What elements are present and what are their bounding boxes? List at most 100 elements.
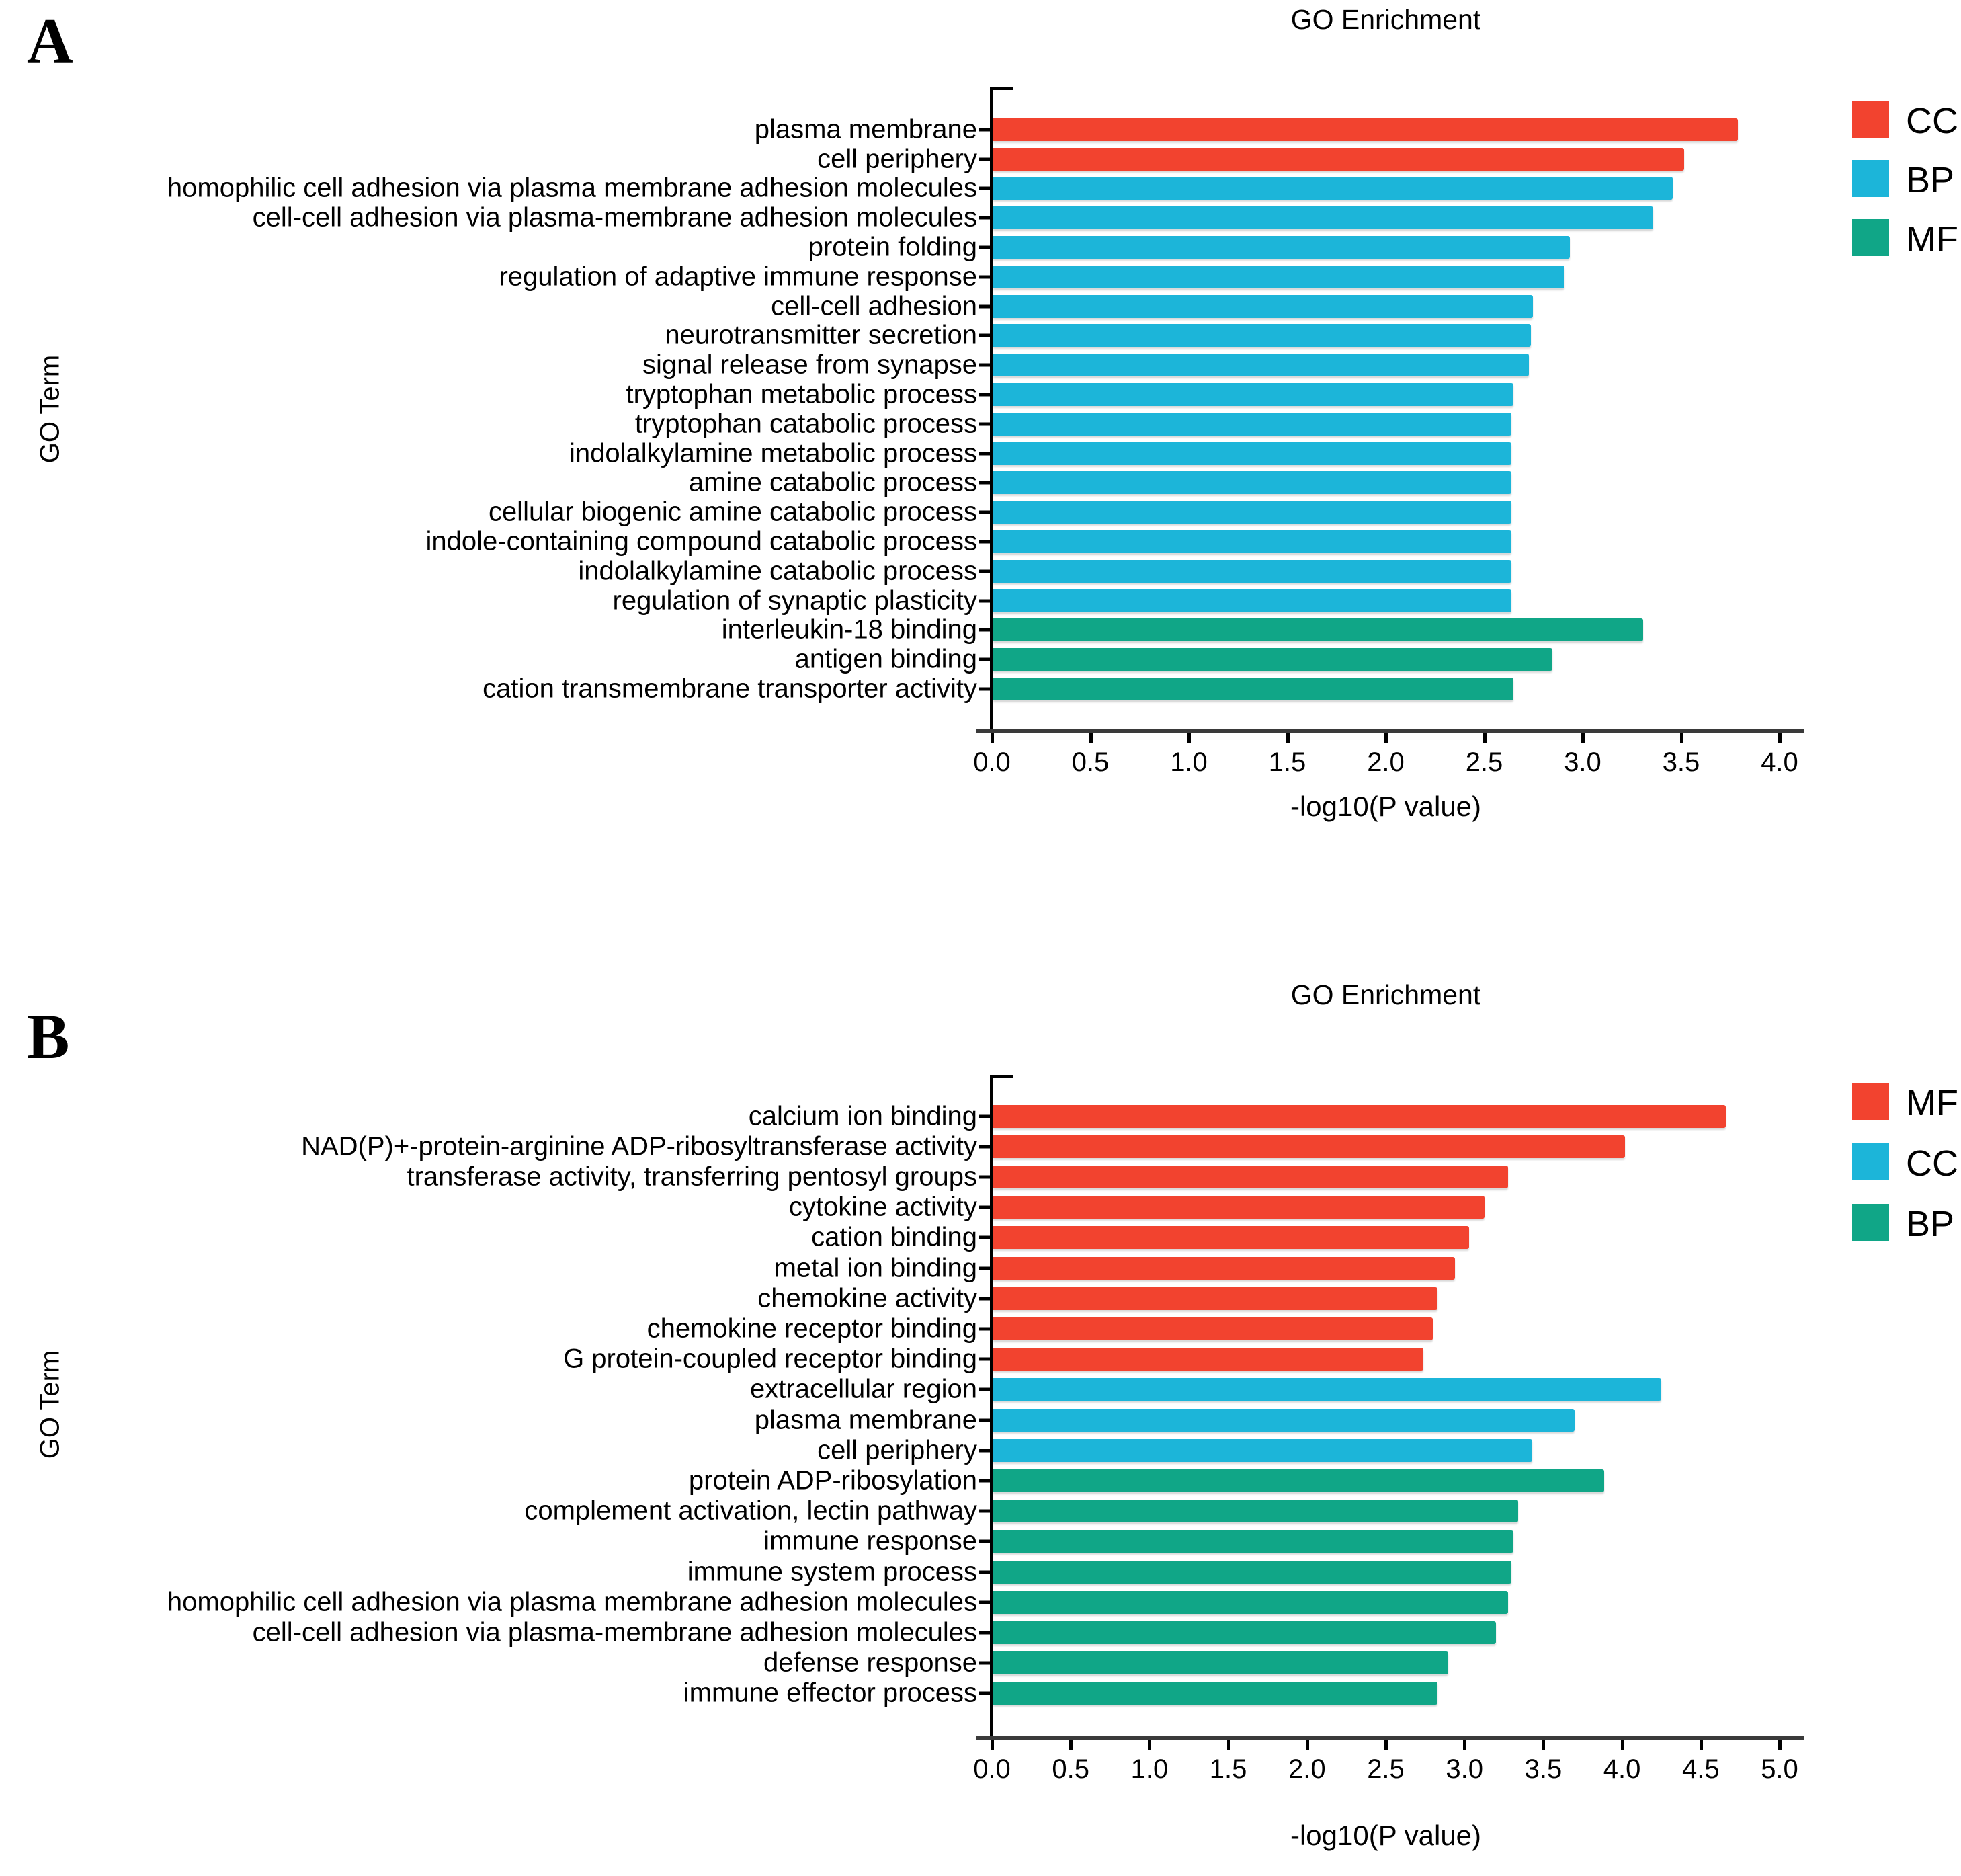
- bar-bp: [993, 412, 1511, 436]
- legend-label: MF: [1906, 219, 1958, 259]
- legend-swatch-mf: [1852, 1083, 1889, 1120]
- bar-row: homophilic cell adhesion via plasma memb…: [0, 1587, 1961, 1617]
- y-axis-top-cap: [990, 1075, 1013, 1078]
- go-term-label: amine catabolic process: [688, 467, 977, 497]
- bar-mf: [993, 1256, 1455, 1280]
- go-term-label: cell-cell adhesion via plasma-membrane a…: [252, 1617, 977, 1647]
- bar-cc: [993, 1378, 1661, 1401]
- x-axis-tick-label: 0.0: [973, 1754, 1011, 1784]
- x-axis-tick: [1620, 1740, 1624, 1750]
- y-axis-tick: [979, 452, 992, 456]
- go-term-label: protein folding: [808, 232, 977, 262]
- bar-row: signal release from synapse: [0, 350, 1961, 380]
- go-term-label: regulation of synaptic plasticity: [612, 585, 978, 616]
- y-axis-tick: [979, 1418, 992, 1422]
- x-axis-tick-label: 0.5: [1071, 747, 1110, 777]
- legend-label: CC: [1906, 1143, 1958, 1184]
- x-axis-tick-label: 2.5: [1465, 747, 1503, 777]
- bar-row: cell periphery: [0, 144, 1961, 174]
- bar-mf: [993, 1317, 1433, 1340]
- x-axis-tick: [1679, 733, 1683, 743]
- bar-bp: [993, 1560, 1511, 1584]
- x-axis-tick: [1089, 733, 1093, 743]
- go-term-label: cation binding: [811, 1222, 977, 1252]
- bar-row: protein folding: [0, 233, 1961, 262]
- y-axis-tick: [979, 1479, 992, 1483]
- go-term-label: tryptophan metabolic process: [626, 379, 978, 409]
- bar-bp: [993, 1682, 1437, 1705]
- x-axis-tick-label: 0.0: [973, 747, 1011, 777]
- go-term-label: calcium ion binding: [748, 1101, 977, 1131]
- go-term-label: chemokine receptor binding: [646, 1313, 977, 1344]
- y-axis-tick: [979, 245, 992, 249]
- go-term-label: indole-containing compound catabolic pro…: [425, 526, 977, 557]
- bar-bp: [993, 324, 1531, 348]
- x-axis-tick: [1286, 733, 1290, 743]
- bar-bp: [993, 559, 1511, 583]
- x-axis-tick-label: 2.0: [1288, 1754, 1326, 1784]
- y-axis-tick: [979, 363, 992, 367]
- y-axis-tick: [979, 304, 992, 309]
- bar-cc: [993, 118, 1738, 141]
- go-term-label: cell-cell adhesion: [771, 291, 977, 321]
- bar-bp: [993, 471, 1511, 495]
- go-term-label: regulation of adaptive immune response: [499, 261, 977, 292]
- bar-cc: [993, 1408, 1575, 1432]
- y-axis-tick: [979, 540, 992, 544]
- go-term-label: antigen binding: [794, 644, 977, 674]
- go-term-label: neurotransmitter secretion: [665, 320, 977, 350]
- bar-row: chemokine activity: [0, 1283, 1961, 1313]
- legend-label: MF: [1906, 1083, 1958, 1123]
- x-axis-tick: [1305, 1740, 1309, 1750]
- legend-item-mf: MF: [1852, 1083, 1961, 1123]
- y-axis-tick: [979, 1539, 992, 1543]
- y-axis-line: [990, 87, 993, 733]
- bar-row: regulation of adaptive immune response: [0, 261, 1961, 292]
- x-axis-tick-label: 1.5: [1268, 747, 1306, 777]
- y-axis-tick: [979, 275, 992, 279]
- bar-row: antigen binding: [0, 645, 1961, 674]
- go-term-label: NAD(P)+-protein-arginine ADP-ribosyltran…: [301, 1131, 977, 1161]
- x-axis-tick-label: 3.0: [1564, 747, 1601, 777]
- y-axis-tick: [979, 1600, 992, 1604]
- bar-row: cell-cell adhesion via plasma-membrane a…: [0, 203, 1961, 233]
- legend-swatch-mf: [1852, 219, 1889, 256]
- legend-swatch-cc: [1852, 101, 1889, 138]
- bar-bp: [993, 1530, 1513, 1553]
- bar-row: indolalkylamine catabolic process: [0, 556, 1961, 586]
- go-term-label: metal ion binding: [774, 1253, 977, 1283]
- bar-bp: [993, 354, 1529, 377]
- bar-mf: [993, 1226, 1469, 1250]
- y-axis-tick: [979, 1205, 992, 1209]
- x-axis-tick-label: 4.5: [1681, 1754, 1720, 1784]
- bar-mf: [993, 1165, 1508, 1188]
- bar-bp: [993, 236, 1570, 259]
- bar-row: G protein-coupled receptor binding: [0, 1344, 1961, 1375]
- go-term-label: protein ADP-ribosylation: [688, 1465, 977, 1496]
- y-axis-tick: [979, 216, 992, 220]
- x-axis-tick-label: 5.0: [1761, 1754, 1798, 1784]
- bar-bp: [993, 206, 1653, 230]
- x-axis-tick: [1778, 733, 1782, 743]
- bar-row: cation binding: [0, 1223, 1961, 1253]
- bar-bp: [993, 177, 1673, 200]
- bar-bp: [993, 501, 1511, 524]
- y-axis-tick: [979, 422, 992, 426]
- y-axis-tick: [979, 393, 992, 397]
- y-axis-tick: [979, 1145, 992, 1149]
- go-term-label: cell-cell adhesion via plasma-membrane a…: [252, 202, 977, 233]
- go-term-label: interleukin-18 binding: [721, 614, 977, 645]
- go-term-label: cation transmembrane transporter activit…: [483, 674, 977, 704]
- bar-row: immune system process: [0, 1557, 1961, 1587]
- bar-row: cation transmembrane transporter activit…: [0, 674, 1961, 704]
- bar-bp: [993, 589, 1511, 612]
- x-axis-tick-label: 2.5: [1367, 1754, 1405, 1784]
- legend-label: BP: [1906, 1204, 1955, 1244]
- go-term-label: cellular biogenic amine catabolic proces…: [488, 497, 977, 527]
- legend-item-cc: CC: [1852, 101, 1961, 141]
- x-axis-tick: [1542, 1740, 1546, 1750]
- y-axis-line: [990, 1075, 993, 1740]
- bar-row: regulation of synaptic plasticity: [0, 585, 1961, 616]
- bar-row: extracellular region: [0, 1375, 1961, 1405]
